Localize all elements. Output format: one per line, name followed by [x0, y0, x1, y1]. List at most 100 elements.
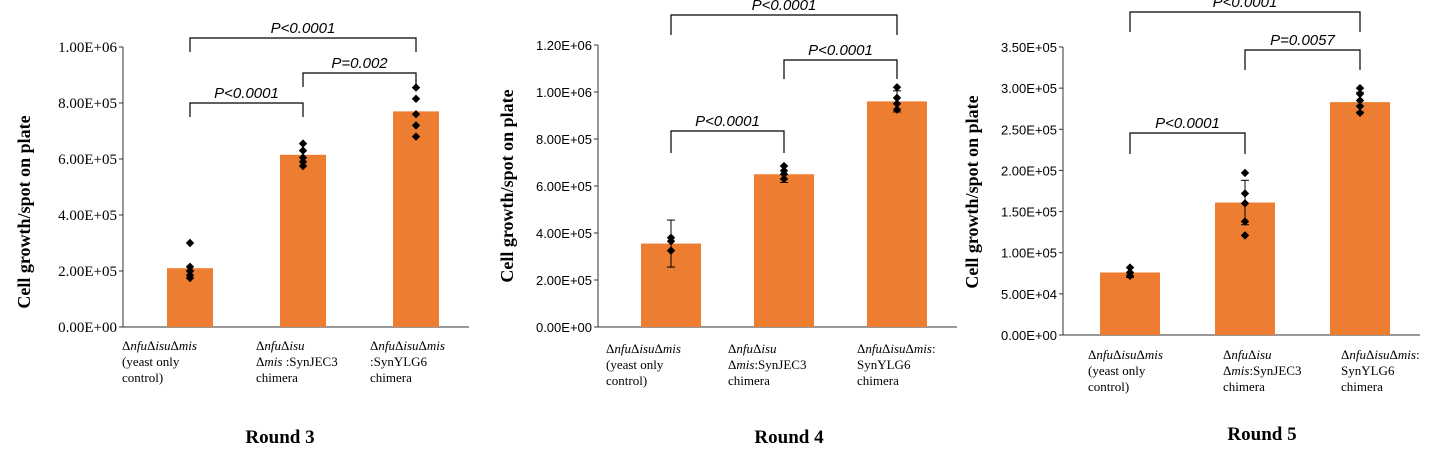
- y-tick-label: 2.50E+05: [1001, 122, 1057, 137]
- category-label-segment: Δ: [753, 341, 761, 356]
- y-tick-label: 3.00E+05: [1001, 81, 1057, 96]
- category-label-segment: :: [932, 341, 936, 356]
- p-value-label: P<0.0001: [695, 113, 760, 130]
- p-value-label: P<0.0001: [752, 0, 817, 14]
- data-point: [892, 83, 902, 92]
- category-label-segment: Δ: [1223, 363, 1231, 378]
- y-tick-label: 5.00E+04: [1001, 287, 1057, 302]
- y-tick-label: 2.00E+05: [536, 273, 592, 288]
- data-point: [298, 139, 308, 148]
- category-label-segment: control): [1088, 379, 1129, 394]
- category-label-segment: mis: [736, 357, 754, 372]
- category-label-segment: :: [1416, 347, 1420, 362]
- category-label: ΔnfuΔisuΔmis (yeast only control): [1088, 347, 1163, 394]
- category-label-segment: mis: [1145, 347, 1163, 362]
- category-label-segment: nfu: [1349, 347, 1366, 362]
- category-label-segment: Δ: [281, 338, 289, 353]
- category-label-segment: :SynJEC3: [754, 357, 806, 372]
- y-tick-label: 0.00E+00: [1001, 328, 1057, 343]
- data-point: [1240, 199, 1250, 208]
- category-label-segment: mis: [427, 338, 445, 353]
- category-label-segment: isu: [403, 338, 419, 353]
- significance-bracket: [1244, 49, 1361, 70]
- category-label-segment: isu: [289, 338, 305, 353]
- data-point: [1355, 102, 1365, 111]
- p-value-label: P<0.0001: [1213, 0, 1278, 11]
- category-label-segment: chimera: [1341, 379, 1383, 394]
- category-label-segment: mis: [1398, 347, 1416, 362]
- category-label-segment: Δ: [256, 338, 264, 353]
- data-point: [1240, 189, 1250, 198]
- category-label-segment: Δ: [728, 357, 736, 372]
- y-tick-label: 4.00E+05: [536, 226, 592, 241]
- category-label-segment: Δ: [256, 354, 264, 369]
- category-label: ΔnfuΔisu Δmis :SynJEC3 chimera: [256, 338, 338, 385]
- y-tick-label: 1.00E+06: [536, 85, 592, 100]
- y-tick-label: 6.00E+05: [58, 152, 117, 168]
- category-label-segment: control): [606, 373, 647, 388]
- data-point: [1240, 231, 1250, 240]
- category-label-segment: Δ: [906, 341, 914, 356]
- category-label-segment: mis: [264, 354, 282, 369]
- category-label-segment: Δ: [395, 338, 403, 353]
- category-label-segment: isu: [761, 341, 777, 356]
- category-label-segment: nfu: [264, 338, 281, 353]
- p-value-label: P<0.0001: [1155, 115, 1220, 132]
- category-label-segment: :SynJEC3: [282, 354, 337, 369]
- data-point: [666, 246, 676, 255]
- data-point: [1125, 263, 1135, 272]
- significance-bracket: [670, 14, 898, 35]
- data-point: [411, 110, 421, 119]
- category-label-segment: Δ: [370, 338, 378, 353]
- category-label-segment: Δ: [1113, 347, 1121, 362]
- y-tick-label: 1.00E+06: [58, 40, 117, 56]
- bar: [393, 111, 439, 328]
- y-tick-label: 2.00E+05: [58, 264, 117, 280]
- data-point: [185, 238, 195, 248]
- data-point: [298, 161, 308, 171]
- y-tick-label: 6.00E+05: [536, 179, 592, 194]
- data-point: [1355, 108, 1365, 118]
- data-point: [1355, 83, 1365, 93]
- category-label-segment: Δ: [631, 341, 639, 356]
- y-tick-label: 8.00E+05: [58, 96, 117, 112]
- category-label-segment: chimera: [728, 373, 770, 388]
- category-label-segment: Δ: [857, 341, 865, 356]
- category-label-segment: chimera: [857, 373, 899, 388]
- bar: [867, 101, 927, 328]
- significance-bracket: [189, 102, 304, 117]
- data-point: [1125, 271, 1135, 280]
- data-point: [666, 237, 676, 246]
- category-label-segment: Δ: [1341, 347, 1349, 362]
- category-label: ΔnfuΔisuΔmis (yeast only control): [606, 341, 681, 388]
- data-point: [1240, 217, 1250, 226]
- category-label-segment: isu: [1374, 347, 1390, 362]
- data-point: [1240, 168, 1250, 178]
- data-point: [298, 146, 308, 155]
- chart-panel-round-4: 0.00E+00 2.00E+05 4.00E+05 6.00E+05 8.00E+05…: [497, 0, 957, 448]
- y-tick-label: 1.20E+06: [536, 38, 592, 53]
- chart-panel-round-5: 0.00E+00 5.00E+04 1.00E+05 1.50E+05 2.00E+05…: [962, 0, 1420, 445]
- category-label-segment: isu: [639, 341, 655, 356]
- category-label-segment: chimera: [256, 370, 298, 385]
- category-label-segment: nfu: [736, 341, 753, 356]
- category-label-segment: Δ: [1223, 347, 1231, 362]
- category-label-segment: nfu: [1231, 347, 1248, 362]
- y-tick-label: 3.50E+05: [1001, 40, 1057, 55]
- category-label-segment: SynYLG6: [857, 357, 911, 372]
- category-label-segment: Δ: [147, 338, 155, 353]
- data-point: [779, 170, 789, 179]
- p-value-label: P<0.0001: [214, 85, 279, 102]
- category-label-segment: Δ: [419, 338, 427, 353]
- category-label: ΔnfuΔisuΔmis (yeast only control): [122, 338, 197, 385]
- y-tick-label: 1.50E+05: [1001, 205, 1057, 220]
- category-label-segment: control): [122, 370, 163, 385]
- category-label-segment: isu: [890, 341, 906, 356]
- category-label-segment: Δ: [171, 338, 179, 353]
- data-point: [185, 273, 195, 283]
- category-label-segment: Δ: [655, 341, 663, 356]
- y-tick-label: 0.00E+00: [58, 320, 117, 336]
- significance-bracket: [670, 130, 785, 153]
